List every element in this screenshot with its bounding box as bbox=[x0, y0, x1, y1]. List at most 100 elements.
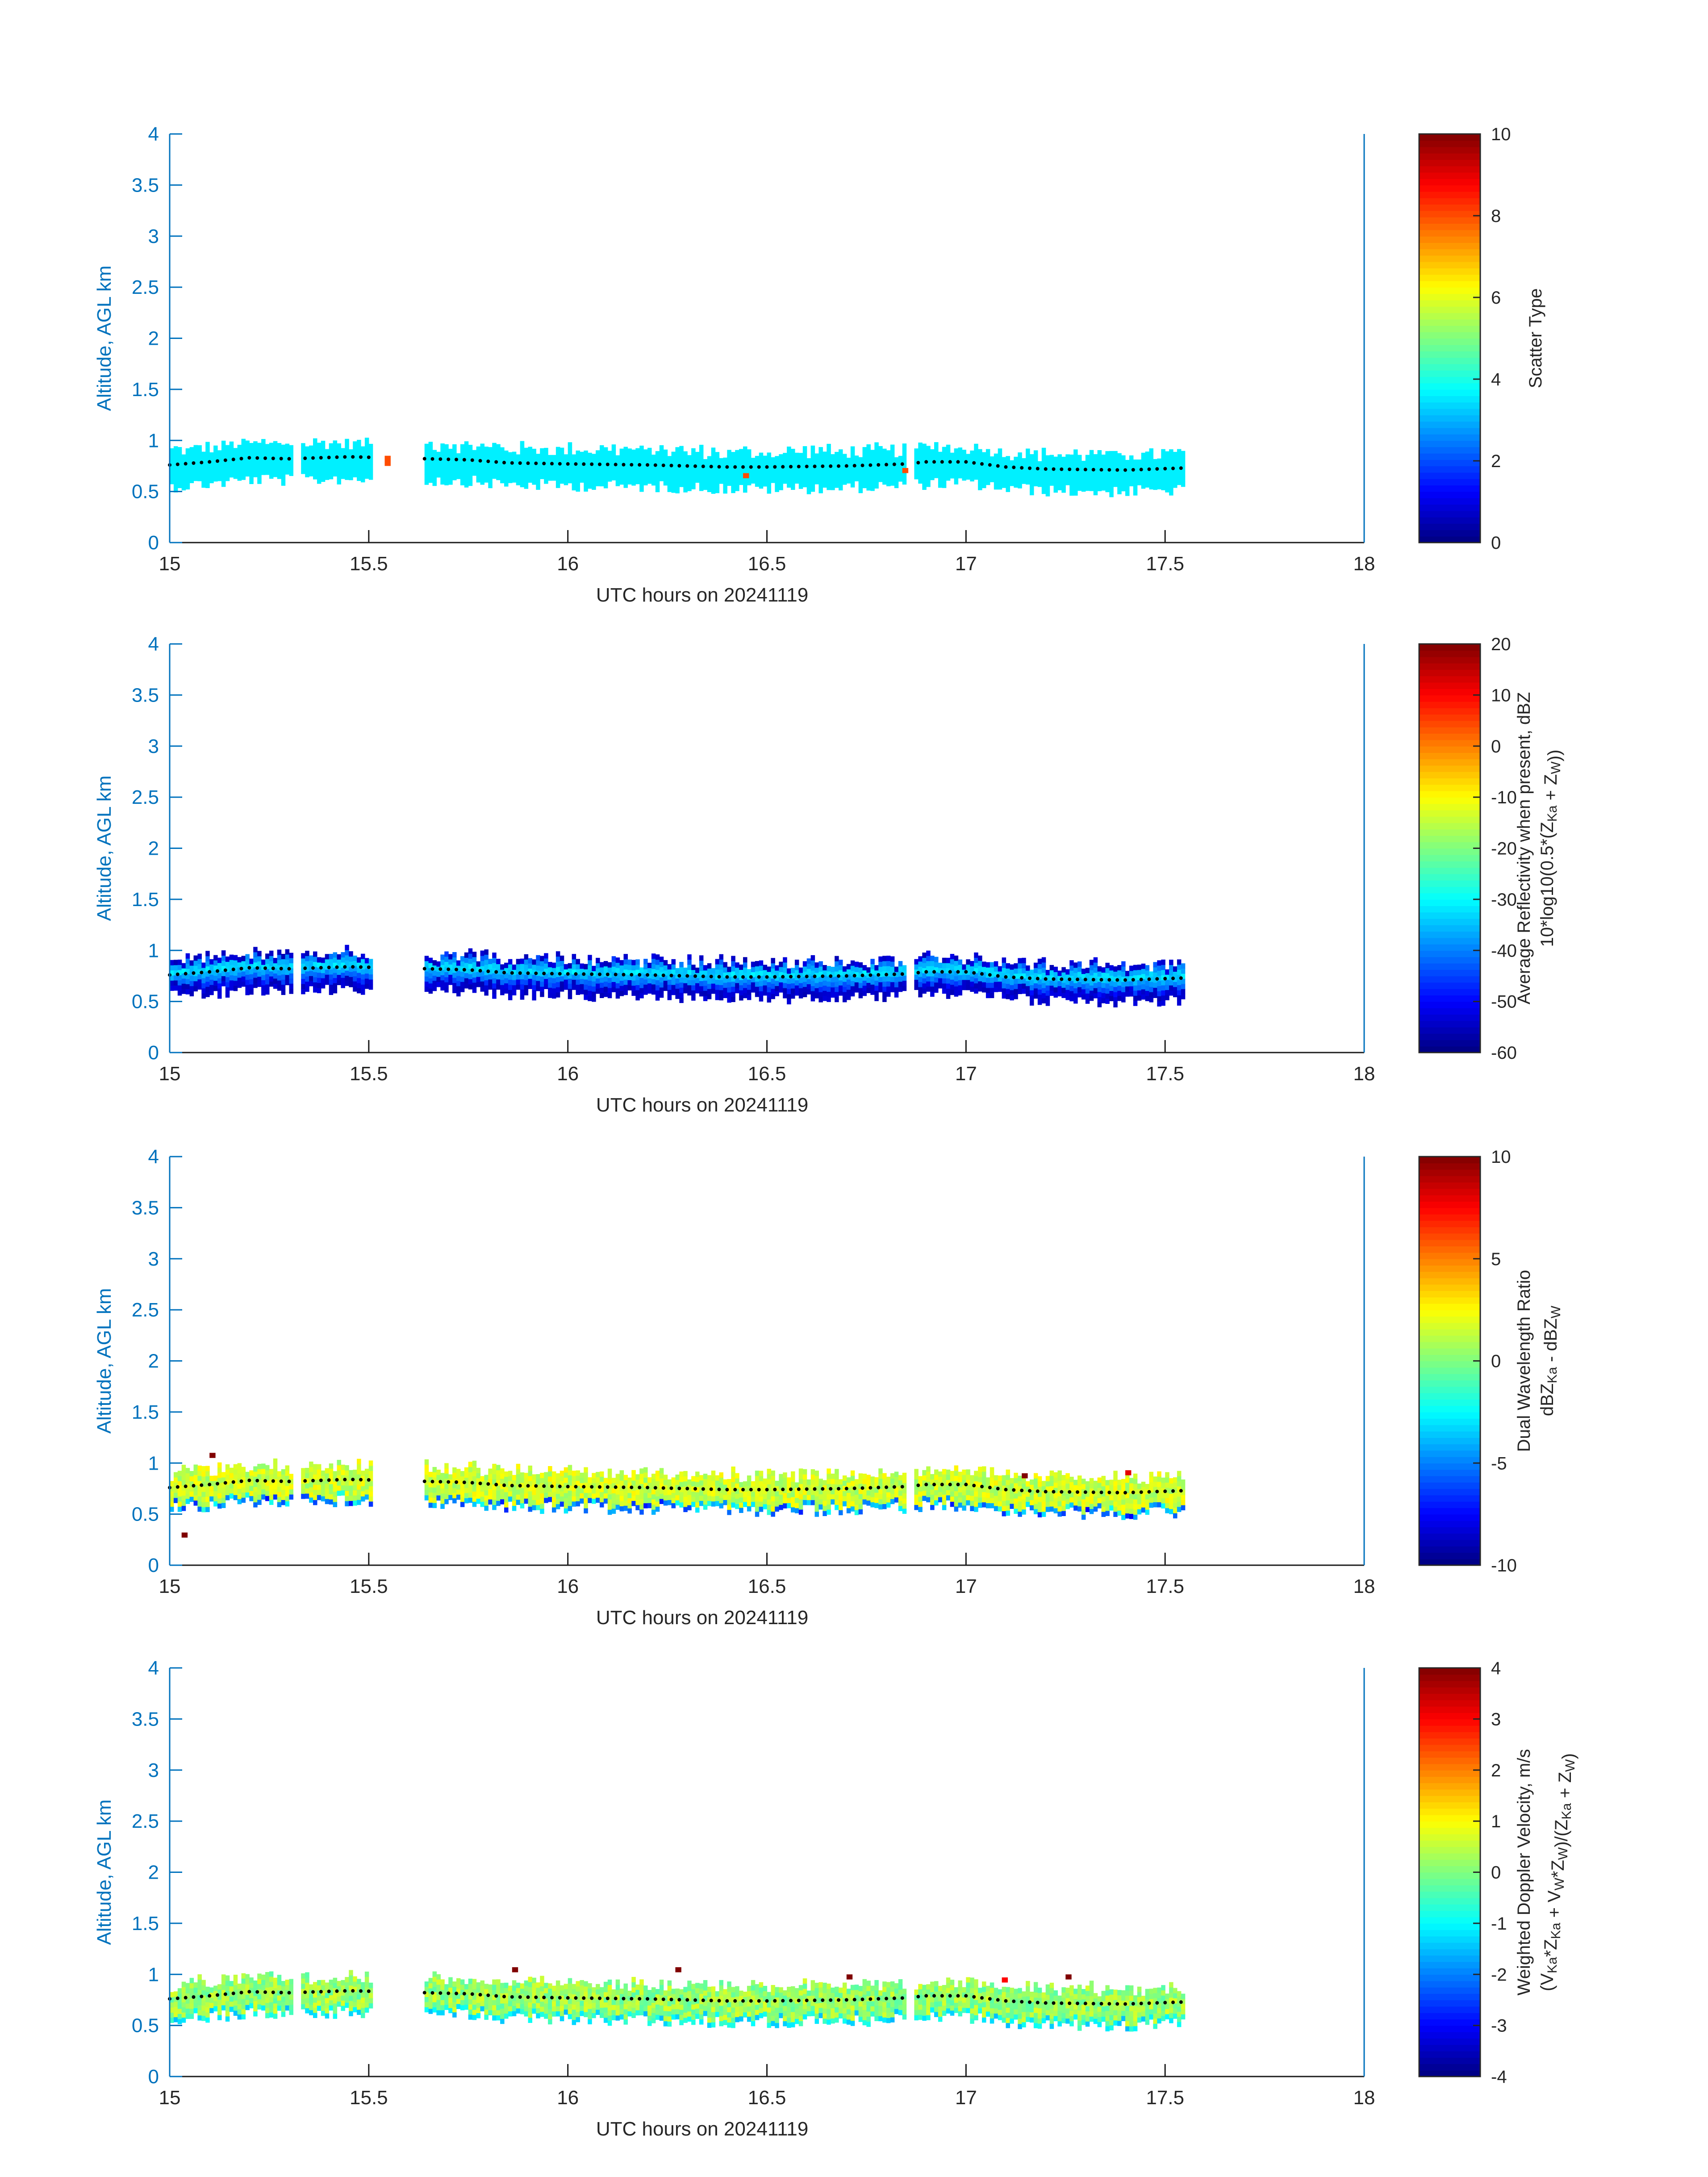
heatmap-cell bbox=[1022, 988, 1026, 994]
heatmap-cell bbox=[966, 464, 970, 470]
heatmap-cell bbox=[958, 447, 962, 453]
heatmap-cell bbox=[603, 976, 608, 982]
heatmap-cell bbox=[982, 982, 986, 988]
heatmap-cell bbox=[1033, 455, 1038, 461]
heatmap-cell bbox=[862, 985, 867, 991]
heatmap-cell bbox=[1061, 987, 1066, 993]
heatmap-cell bbox=[504, 471, 509, 476]
cloud-line-dot bbox=[534, 971, 538, 975]
heatmap-cell bbox=[695, 1492, 700, 1497]
heatmap-cell bbox=[333, 978, 338, 983]
heatmap-cell bbox=[771, 994, 775, 999]
heatmap-cell bbox=[349, 454, 353, 460]
heatmap-cell bbox=[560, 447, 564, 453]
heatmap-cell bbox=[261, 975, 266, 980]
heatmap-cell bbox=[189, 1481, 194, 1487]
heatmap-cell bbox=[958, 965, 962, 970]
heatmap-cell bbox=[814, 458, 819, 464]
heatmap-cell bbox=[480, 971, 484, 977]
heatmap-cell bbox=[707, 978, 712, 984]
heatmap-cell bbox=[711, 988, 716, 994]
heatmap-cell bbox=[974, 464, 978, 470]
heatmap-cell bbox=[357, 1469, 361, 1475]
heatmap-cell bbox=[623, 447, 628, 452]
heatmap-cell bbox=[552, 1497, 556, 1503]
heatmap-cell bbox=[990, 977, 994, 983]
heatmap-cell bbox=[615, 455, 620, 461]
heatmap-cell bbox=[695, 1507, 700, 1513]
heatmap-cell bbox=[946, 993, 951, 999]
heatmap-cell bbox=[488, 1494, 493, 1500]
heatmap-cell bbox=[464, 1488, 469, 1493]
heatmap-cell bbox=[225, 465, 230, 471]
heatmap-cell bbox=[1061, 967, 1066, 973]
heatmap-cell bbox=[464, 482, 469, 488]
heatmap-cell bbox=[245, 466, 250, 472]
cloud-line-dot bbox=[430, 967, 434, 971]
heatmap-cell bbox=[456, 1494, 461, 1500]
heatmap-cell bbox=[596, 978, 600, 984]
heatmap-cell bbox=[827, 1494, 831, 1500]
heatmap-cell bbox=[301, 1478, 305, 1484]
heatmap-cell bbox=[615, 983, 620, 989]
heatmap-cell bbox=[671, 1498, 676, 1504]
heatmap-cell bbox=[1113, 992, 1118, 997]
heatmap-cell bbox=[1014, 462, 1018, 468]
colorbar-tick-label: 20 bbox=[1491, 635, 1511, 654]
heatmap-cell bbox=[508, 452, 513, 458]
heatmap-cell bbox=[257, 1489, 262, 1495]
heatmap-cell bbox=[177, 1506, 182, 1512]
heatmap-cell bbox=[221, 1487, 226, 1493]
heatmap-cell bbox=[823, 1495, 827, 1501]
heatmap-cell bbox=[747, 989, 752, 995]
colorbar-swatch bbox=[1419, 873, 1480, 881]
heatmap-cell bbox=[368, 474, 373, 480]
heatmap-cell bbox=[177, 975, 182, 981]
heatmap-cell bbox=[791, 469, 795, 475]
heatmap-cell bbox=[289, 958, 293, 963]
heatmap-cell bbox=[827, 464, 831, 470]
heatmap-cell bbox=[759, 478, 764, 484]
heatmap-cell bbox=[986, 977, 990, 983]
heatmap-cell bbox=[639, 455, 644, 461]
heatmap-cell bbox=[241, 971, 246, 977]
heatmap-cell bbox=[707, 1485, 712, 1491]
heatmap-cell bbox=[691, 458, 696, 464]
heatmap-cell bbox=[1169, 454, 1173, 460]
heatmap-cell bbox=[1077, 977, 1082, 982]
heatmap-cell bbox=[1030, 969, 1034, 975]
heatmap-cell bbox=[1030, 490, 1034, 496]
heatmap-cell bbox=[1105, 476, 1110, 482]
heatmap-cell bbox=[926, 456, 931, 462]
heatmap-cell bbox=[237, 445, 242, 450]
heatmap-cell bbox=[472, 1471, 477, 1476]
heatmap-cell bbox=[309, 445, 313, 451]
colorbar-swatch bbox=[1419, 695, 1480, 702]
heatmap-cell bbox=[611, 465, 616, 470]
heatmap-cell bbox=[357, 455, 361, 461]
cloud-line-dot bbox=[287, 457, 291, 461]
heatmap-cell bbox=[564, 984, 568, 990]
heatmap-cell bbox=[1101, 993, 1106, 999]
heatmap-cell bbox=[428, 442, 433, 447]
heatmap-cell bbox=[536, 981, 540, 986]
heatmap-cell bbox=[787, 467, 791, 472]
heatmap-cell bbox=[177, 467, 182, 473]
heatmap-cell bbox=[691, 1501, 696, 1507]
heatmap-cell bbox=[934, 962, 939, 967]
heatmap-cell bbox=[173, 1497, 178, 1503]
heatmap-cell bbox=[245, 461, 250, 467]
heatmap-cell bbox=[313, 987, 317, 993]
heatmap-cell bbox=[1057, 464, 1062, 470]
heatmap-cell bbox=[584, 471, 588, 476]
heatmap-cell bbox=[1125, 460, 1130, 465]
cloud-line-dot bbox=[1044, 467, 1048, 471]
heatmap-cell bbox=[333, 1476, 338, 1482]
heatmap-cell bbox=[755, 1511, 760, 1517]
heatmap-cell bbox=[687, 954, 692, 960]
heatmap-cell bbox=[1045, 455, 1050, 461]
heatmap-cell bbox=[596, 481, 600, 486]
heatmap-cell bbox=[1077, 961, 1082, 967]
heatmap-cell bbox=[436, 977, 441, 982]
heatmap-cell bbox=[894, 982, 899, 987]
